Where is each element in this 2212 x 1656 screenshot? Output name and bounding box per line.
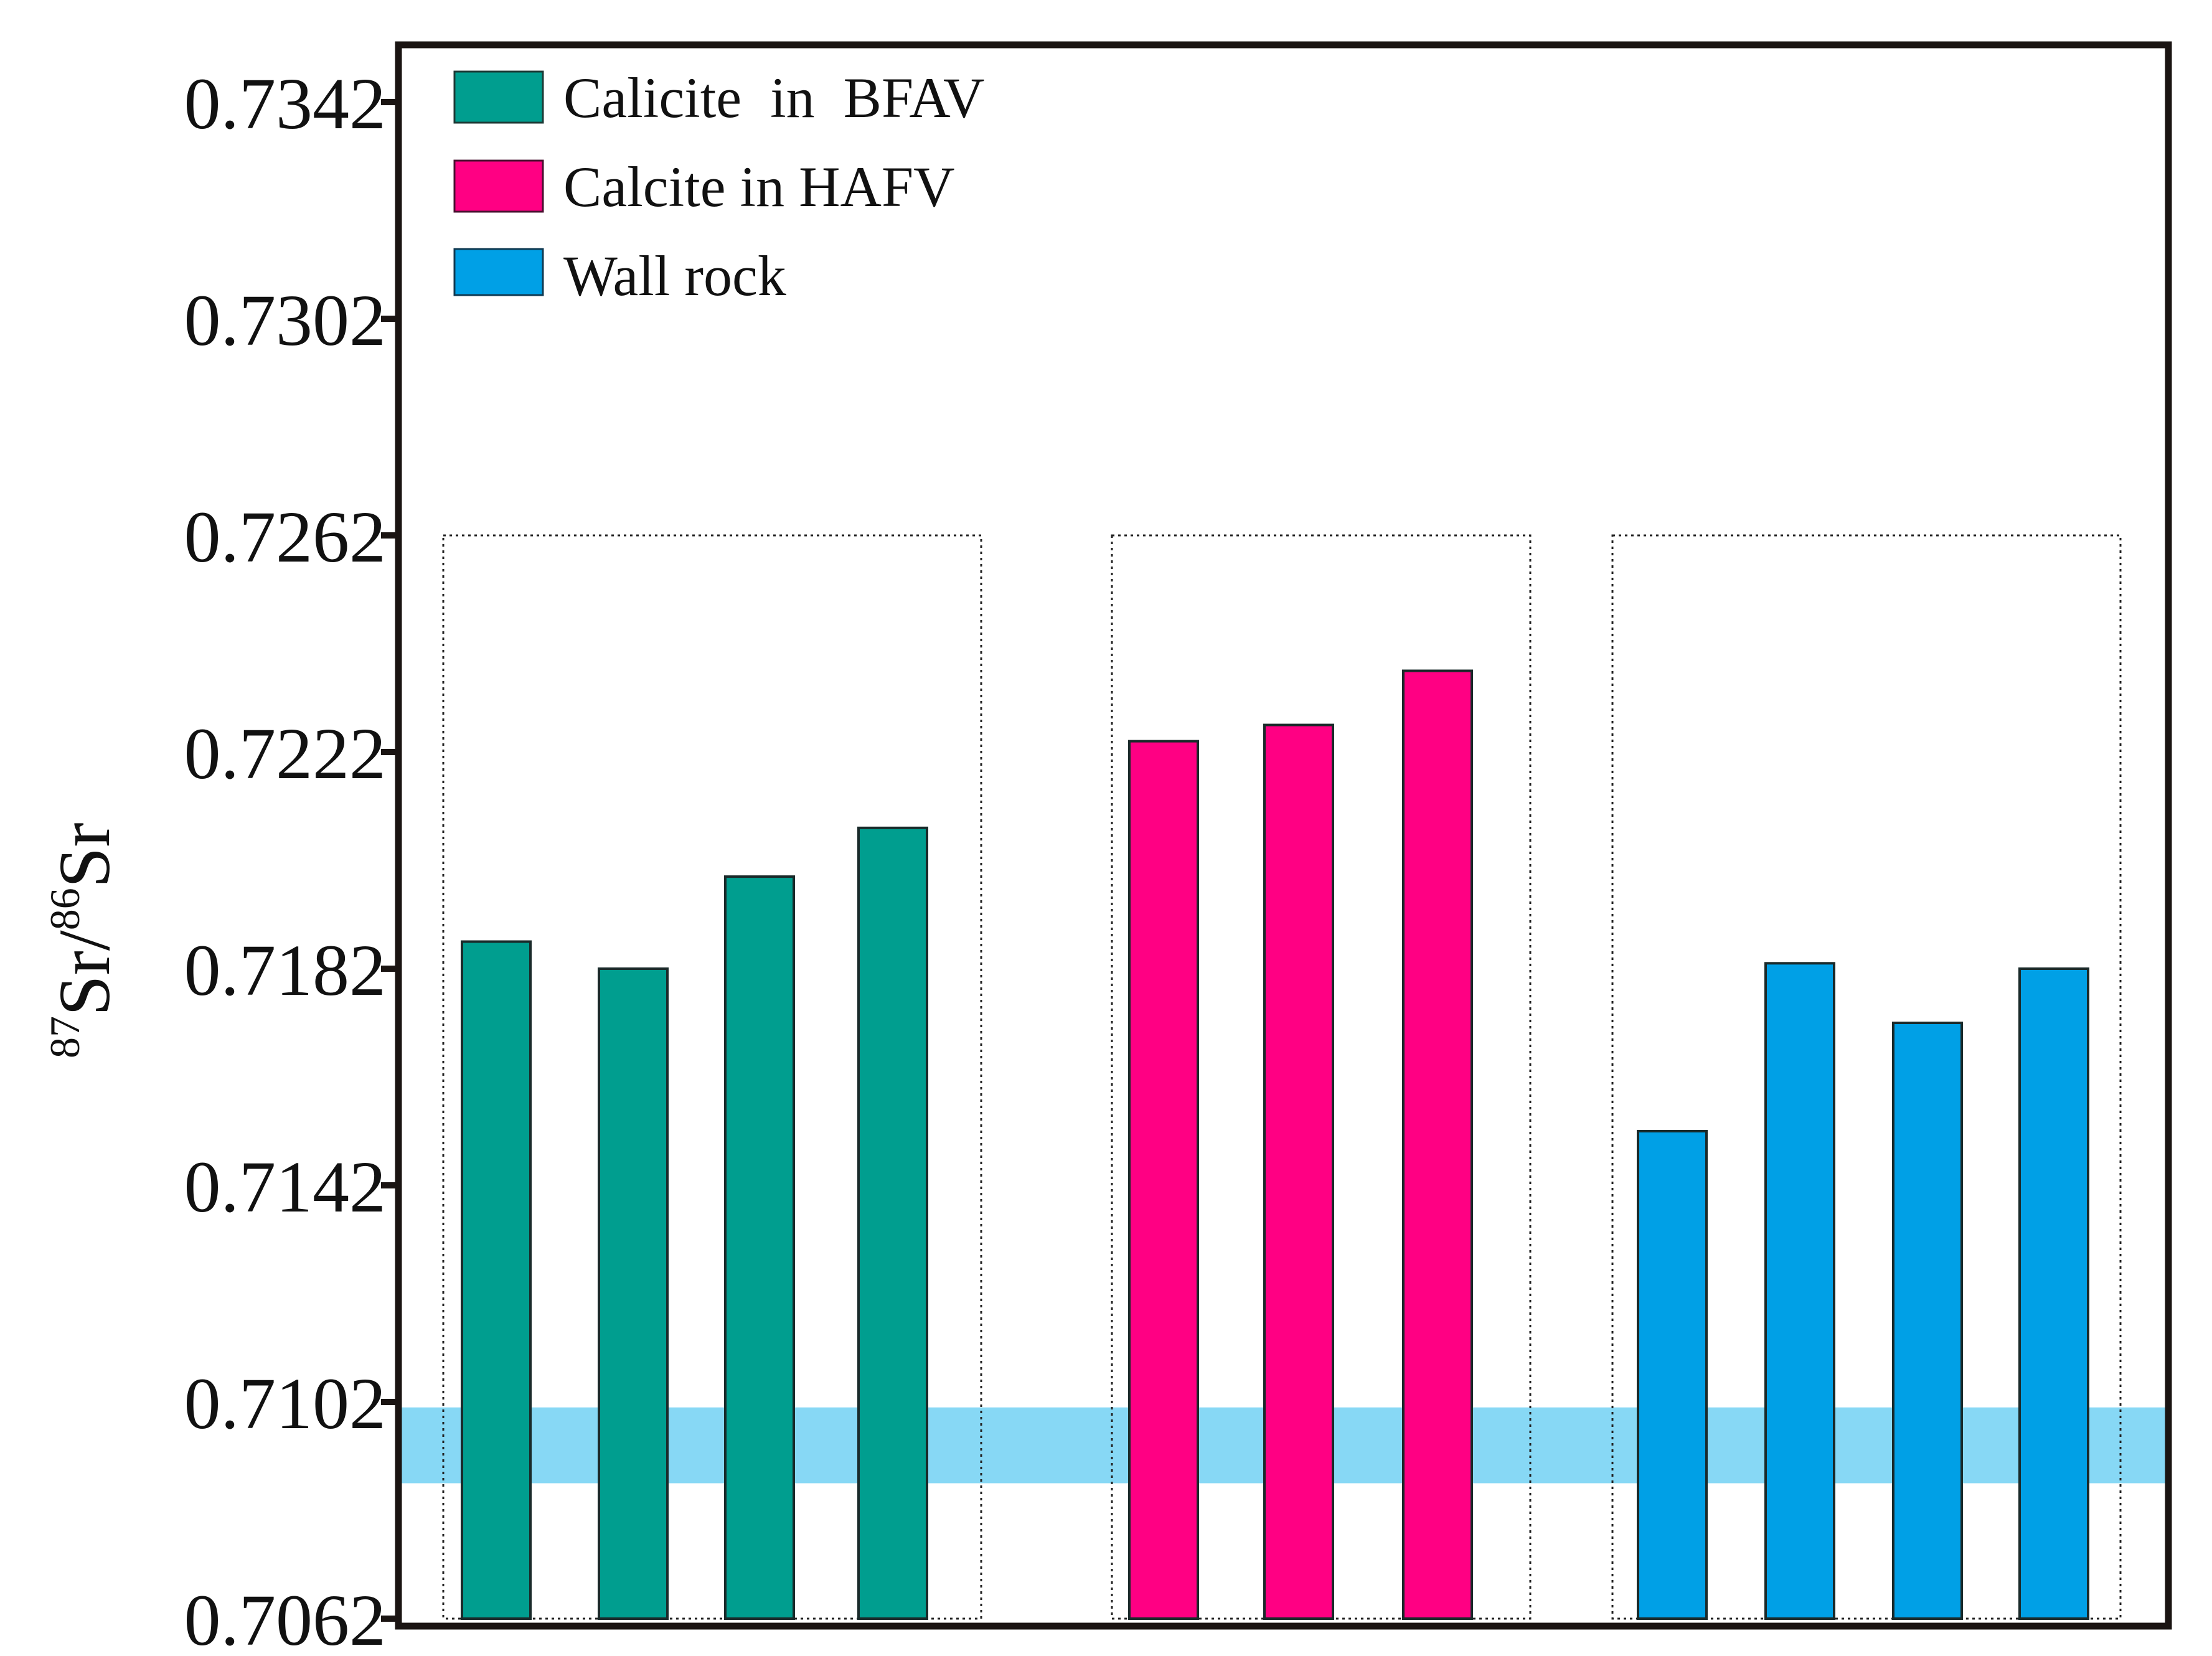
bar-1-2 — [598, 967, 669, 1620]
legend-label-hafv: Calcite in HAFV — [563, 155, 955, 219]
y-axis-title-slash: / — [44, 930, 125, 951]
y-axis-title-isotope-a: 87 — [41, 1016, 88, 1058]
bar-2-3 — [1402, 669, 1473, 1620]
legend-label-bfav: Calicite in BFAV — [563, 66, 984, 129]
legend-swatch-hafv — [453, 159, 544, 213]
bar-1-1 — [461, 940, 532, 1620]
bars — [461, 669, 2089, 1620]
bar-3-4 — [2018, 967, 2089, 1620]
legend-swatch-wall-rock — [453, 248, 544, 296]
y-axis-title-element-a: Sr — [44, 951, 125, 1016]
y-tick-label-2: 0.7102 — [184, 1363, 387, 1444]
y-axis-ticks: 0.7062 0.7102 0.7142 0.7182 0.7222 0.7262 0.73… — [184, 63, 398, 1656]
bar-3-1 — [1637, 1130, 1708, 1620]
bar-1-4 — [857, 826, 928, 1620]
group-box-1 — [442, 534, 982, 1620]
bar-2-1 — [1128, 740, 1199, 1620]
bar-1-3 — [724, 875, 795, 1620]
legend-label-wall-rock: Wall rock — [563, 244, 786, 308]
y-tick-label-8: 0.7342 — [184, 63, 387, 144]
plot-frame — [395, 41, 2172, 1630]
group-boxes — [442, 534, 2122, 1620]
bar-3-3 — [1892, 1022, 1963, 1620]
y-axis-title-element-b: Sr — [44, 822, 125, 888]
y-axis-title: 87Sr/86Sr — [41, 822, 125, 1058]
legend-swatch-bfav — [453, 70, 544, 124]
y-tick-label-4: 0.7182 — [184, 929, 387, 1011]
y-tick-label-1: 0.7062 — [184, 1579, 387, 1656]
y-axis-title-isotope-b: 86 — [41, 888, 88, 930]
bar-3-2 — [1764, 962, 1835, 1620]
group-box-3 — [1611, 534, 2122, 1620]
y-tick-label-6: 0.7262 — [184, 496, 387, 578]
y-tick-label-3: 0.7142 — [184, 1146, 387, 1228]
group-box-2 — [1111, 534, 1532, 1620]
y-tick-label-5: 0.7222 — [184, 713, 387, 794]
y-tick-label-7: 0.7302 — [184, 280, 387, 361]
legend: Calicite in BFAV Calcite in HAFV Wall ro… — [453, 66, 984, 308]
bar-2-2 — [1263, 723, 1334, 1620]
